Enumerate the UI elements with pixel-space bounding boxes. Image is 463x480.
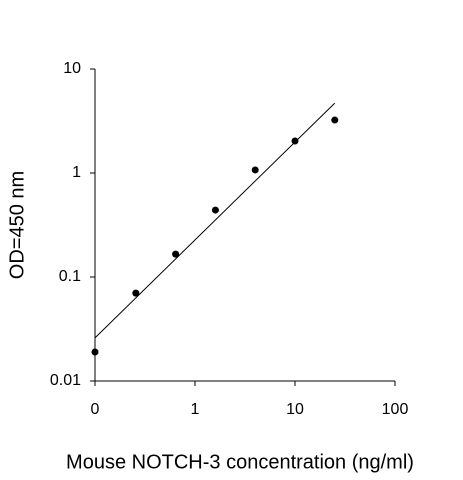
data-point xyxy=(172,250,180,258)
x-tick-label: 100 xyxy=(382,401,409,418)
data-point xyxy=(291,137,299,145)
y-tick-label: 10 xyxy=(63,60,81,77)
y-tick-label: 0.1 xyxy=(59,268,81,285)
x-tick-label: 0 xyxy=(91,401,100,418)
data-point xyxy=(132,289,140,297)
x-tick-label: 10 xyxy=(286,401,304,418)
y-tick-label: 0.01 xyxy=(50,372,81,389)
y-tick-label: 1 xyxy=(72,164,81,181)
y-axis-title: OD=450 nm xyxy=(6,171,28,279)
x-tick-label: 1 xyxy=(191,401,200,418)
data-point xyxy=(251,166,259,174)
data-point xyxy=(331,116,339,124)
data-point xyxy=(211,206,219,214)
x-axis-title: Mouse NOTCH-3 concentration (ng/ml) xyxy=(66,451,414,473)
data-point xyxy=(91,348,99,356)
fit-line xyxy=(94,102,336,339)
